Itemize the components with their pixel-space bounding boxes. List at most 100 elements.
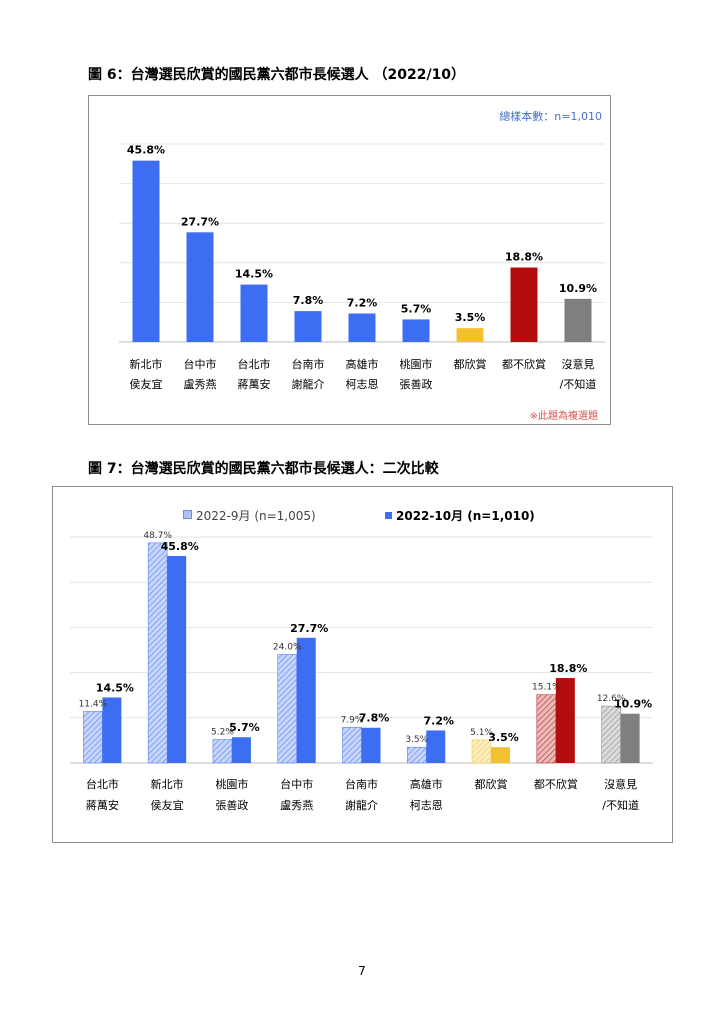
tick-label: 台中市 xyxy=(280,777,313,791)
tick-label: 侯友宜 xyxy=(130,377,163,391)
tick-label: 謝龍介 xyxy=(292,377,325,391)
tick-label: 台北市 xyxy=(86,777,119,791)
legend-sep-swatch xyxy=(183,510,192,519)
data-label-oct: 10.9% xyxy=(614,698,652,711)
tick-label: 高雄市 xyxy=(346,357,379,371)
data-label-sep: 3.5% xyxy=(405,735,428,745)
tick-label: /不知道 xyxy=(560,377,597,391)
figure6-chart: 總樣本數：n=1,010 45.8% 新北市侯友宜 27.7% 台中市盧秀燕 14.5%… xyxy=(88,95,611,425)
tick-label: 張善政 xyxy=(215,798,248,812)
legend-oct-swatch xyxy=(385,512,392,519)
data-label: 45.8% xyxy=(127,144,165,157)
legend-sep-label: 2022-9月 (n=1,005) xyxy=(196,509,316,523)
tick-label: 台北市 xyxy=(238,357,271,371)
data-label-oct: 5.7% xyxy=(229,721,260,734)
legend-oct-2022: 2022-10月 (n=1,010) xyxy=(385,507,535,524)
bar xyxy=(240,284,268,342)
tick-label: 沒意見 xyxy=(562,357,595,371)
bar-oct xyxy=(426,730,446,763)
bar-oct xyxy=(102,697,122,763)
data-label-oct: 27.7% xyxy=(290,622,328,635)
page-number: 7 xyxy=(358,964,366,978)
data-label: 10.9% xyxy=(559,282,597,295)
bar xyxy=(348,313,376,342)
bar-oct xyxy=(231,737,251,763)
tick-label: 沒意見 xyxy=(604,777,637,791)
figure7-title: 圖 7：台灣選民欣賞的國民黨六都市長候選人：二次比較 xyxy=(88,461,439,477)
tick-label: 都欣賞 xyxy=(475,777,508,791)
data-label-oct: 3.5% xyxy=(488,731,519,744)
tick-label: 高雄市 xyxy=(410,777,443,791)
tick-label: /不知道 xyxy=(602,798,639,812)
bar xyxy=(564,298,592,342)
data-label: 3.5% xyxy=(455,311,486,324)
data-label: 7.8% xyxy=(293,294,324,307)
bar-sep xyxy=(212,739,233,764)
legend-sep-2022: 2022-9月 (n=1,005) xyxy=(183,507,316,524)
data-label-sep: 24.0% xyxy=(273,643,302,653)
data-label-oct: 7.2% xyxy=(424,714,455,727)
tick-label: 都不欣賞 xyxy=(534,777,578,791)
bar-sep xyxy=(147,542,168,764)
data-label: 7.2% xyxy=(347,296,378,309)
tick-label: 台南市 xyxy=(345,777,378,791)
data-label-oct: 18.8% xyxy=(549,662,587,675)
figure6-title: 圖 6：台灣選民欣賞的國民黨六都市長候選人 （2022/10） xyxy=(88,67,466,83)
data-label-sep: 48.7% xyxy=(143,531,172,541)
data-label-oct: 7.8% xyxy=(359,712,390,725)
tick-label: 都不欣賞 xyxy=(502,357,546,371)
bar-oct xyxy=(296,637,316,763)
data-label-sep: 5.1% xyxy=(470,728,493,738)
tick-label: 新北市 xyxy=(151,777,184,791)
tick-label: 柯志恩 xyxy=(346,378,379,391)
bar xyxy=(186,232,214,342)
sample-size-note: 總樣本數：n=1,010 xyxy=(499,110,602,123)
data-label-sep: 7.9% xyxy=(341,715,364,725)
tick-label: 盧秀燕 xyxy=(184,377,217,391)
data-label-sep: 5.2% xyxy=(211,727,234,737)
data-label-oct: 45.8% xyxy=(161,540,199,553)
tick-label: 柯志恩 xyxy=(410,799,443,812)
data-label: 18.8% xyxy=(505,251,543,264)
bar-oct xyxy=(491,747,511,763)
bar-oct xyxy=(555,678,575,763)
tick-label: 桃園市 xyxy=(400,357,433,371)
tick-label: 蔣萬安 xyxy=(86,798,119,812)
data-label-sep: 11.4% xyxy=(79,699,108,709)
bar xyxy=(294,311,322,342)
data-label: 5.7% xyxy=(401,302,432,315)
legend-oct-label: 2022-10月 (n=1,010) xyxy=(396,509,535,523)
tick-label: 張善政 xyxy=(400,377,433,391)
bar-sep xyxy=(277,654,298,764)
bar-oct xyxy=(167,555,187,763)
tick-label: 都欣賞 xyxy=(454,357,487,371)
data-label-sep: 15.1% xyxy=(532,683,561,693)
tick-label: 台中市 xyxy=(184,357,217,371)
bar-sep xyxy=(342,726,362,764)
tick-label: 盧秀燕 xyxy=(280,798,313,812)
bar xyxy=(402,319,430,342)
tick-label: 新北市 xyxy=(130,357,163,371)
bar xyxy=(456,328,484,342)
multiple-choice-note: ※此題為複選題 xyxy=(523,406,610,424)
bar-sep xyxy=(601,705,621,764)
tick-label: 桃園市 xyxy=(215,777,248,791)
bar-sep xyxy=(536,694,557,764)
tick-label: 謝龍介 xyxy=(345,798,378,812)
bar-sep xyxy=(406,746,427,764)
data-label-oct: 14.5% xyxy=(96,681,134,694)
bar-oct xyxy=(361,727,381,763)
figure7-chart: 2022-9月 (n=1,005) 2022-10月 (n=1,010) 11.… xyxy=(52,486,673,843)
bar-sep xyxy=(83,711,103,764)
tick-label: 台南市 xyxy=(292,357,325,371)
data-label-sep: 12.6% xyxy=(597,694,626,704)
bar xyxy=(510,267,538,342)
data-label: 14.5% xyxy=(235,268,273,281)
tick-label: 侯友宜 xyxy=(151,798,184,812)
bar-oct xyxy=(620,713,640,763)
data-label: 27.7% xyxy=(181,215,219,228)
tick-label: 蔣萬安 xyxy=(238,377,271,391)
bar xyxy=(132,160,160,342)
